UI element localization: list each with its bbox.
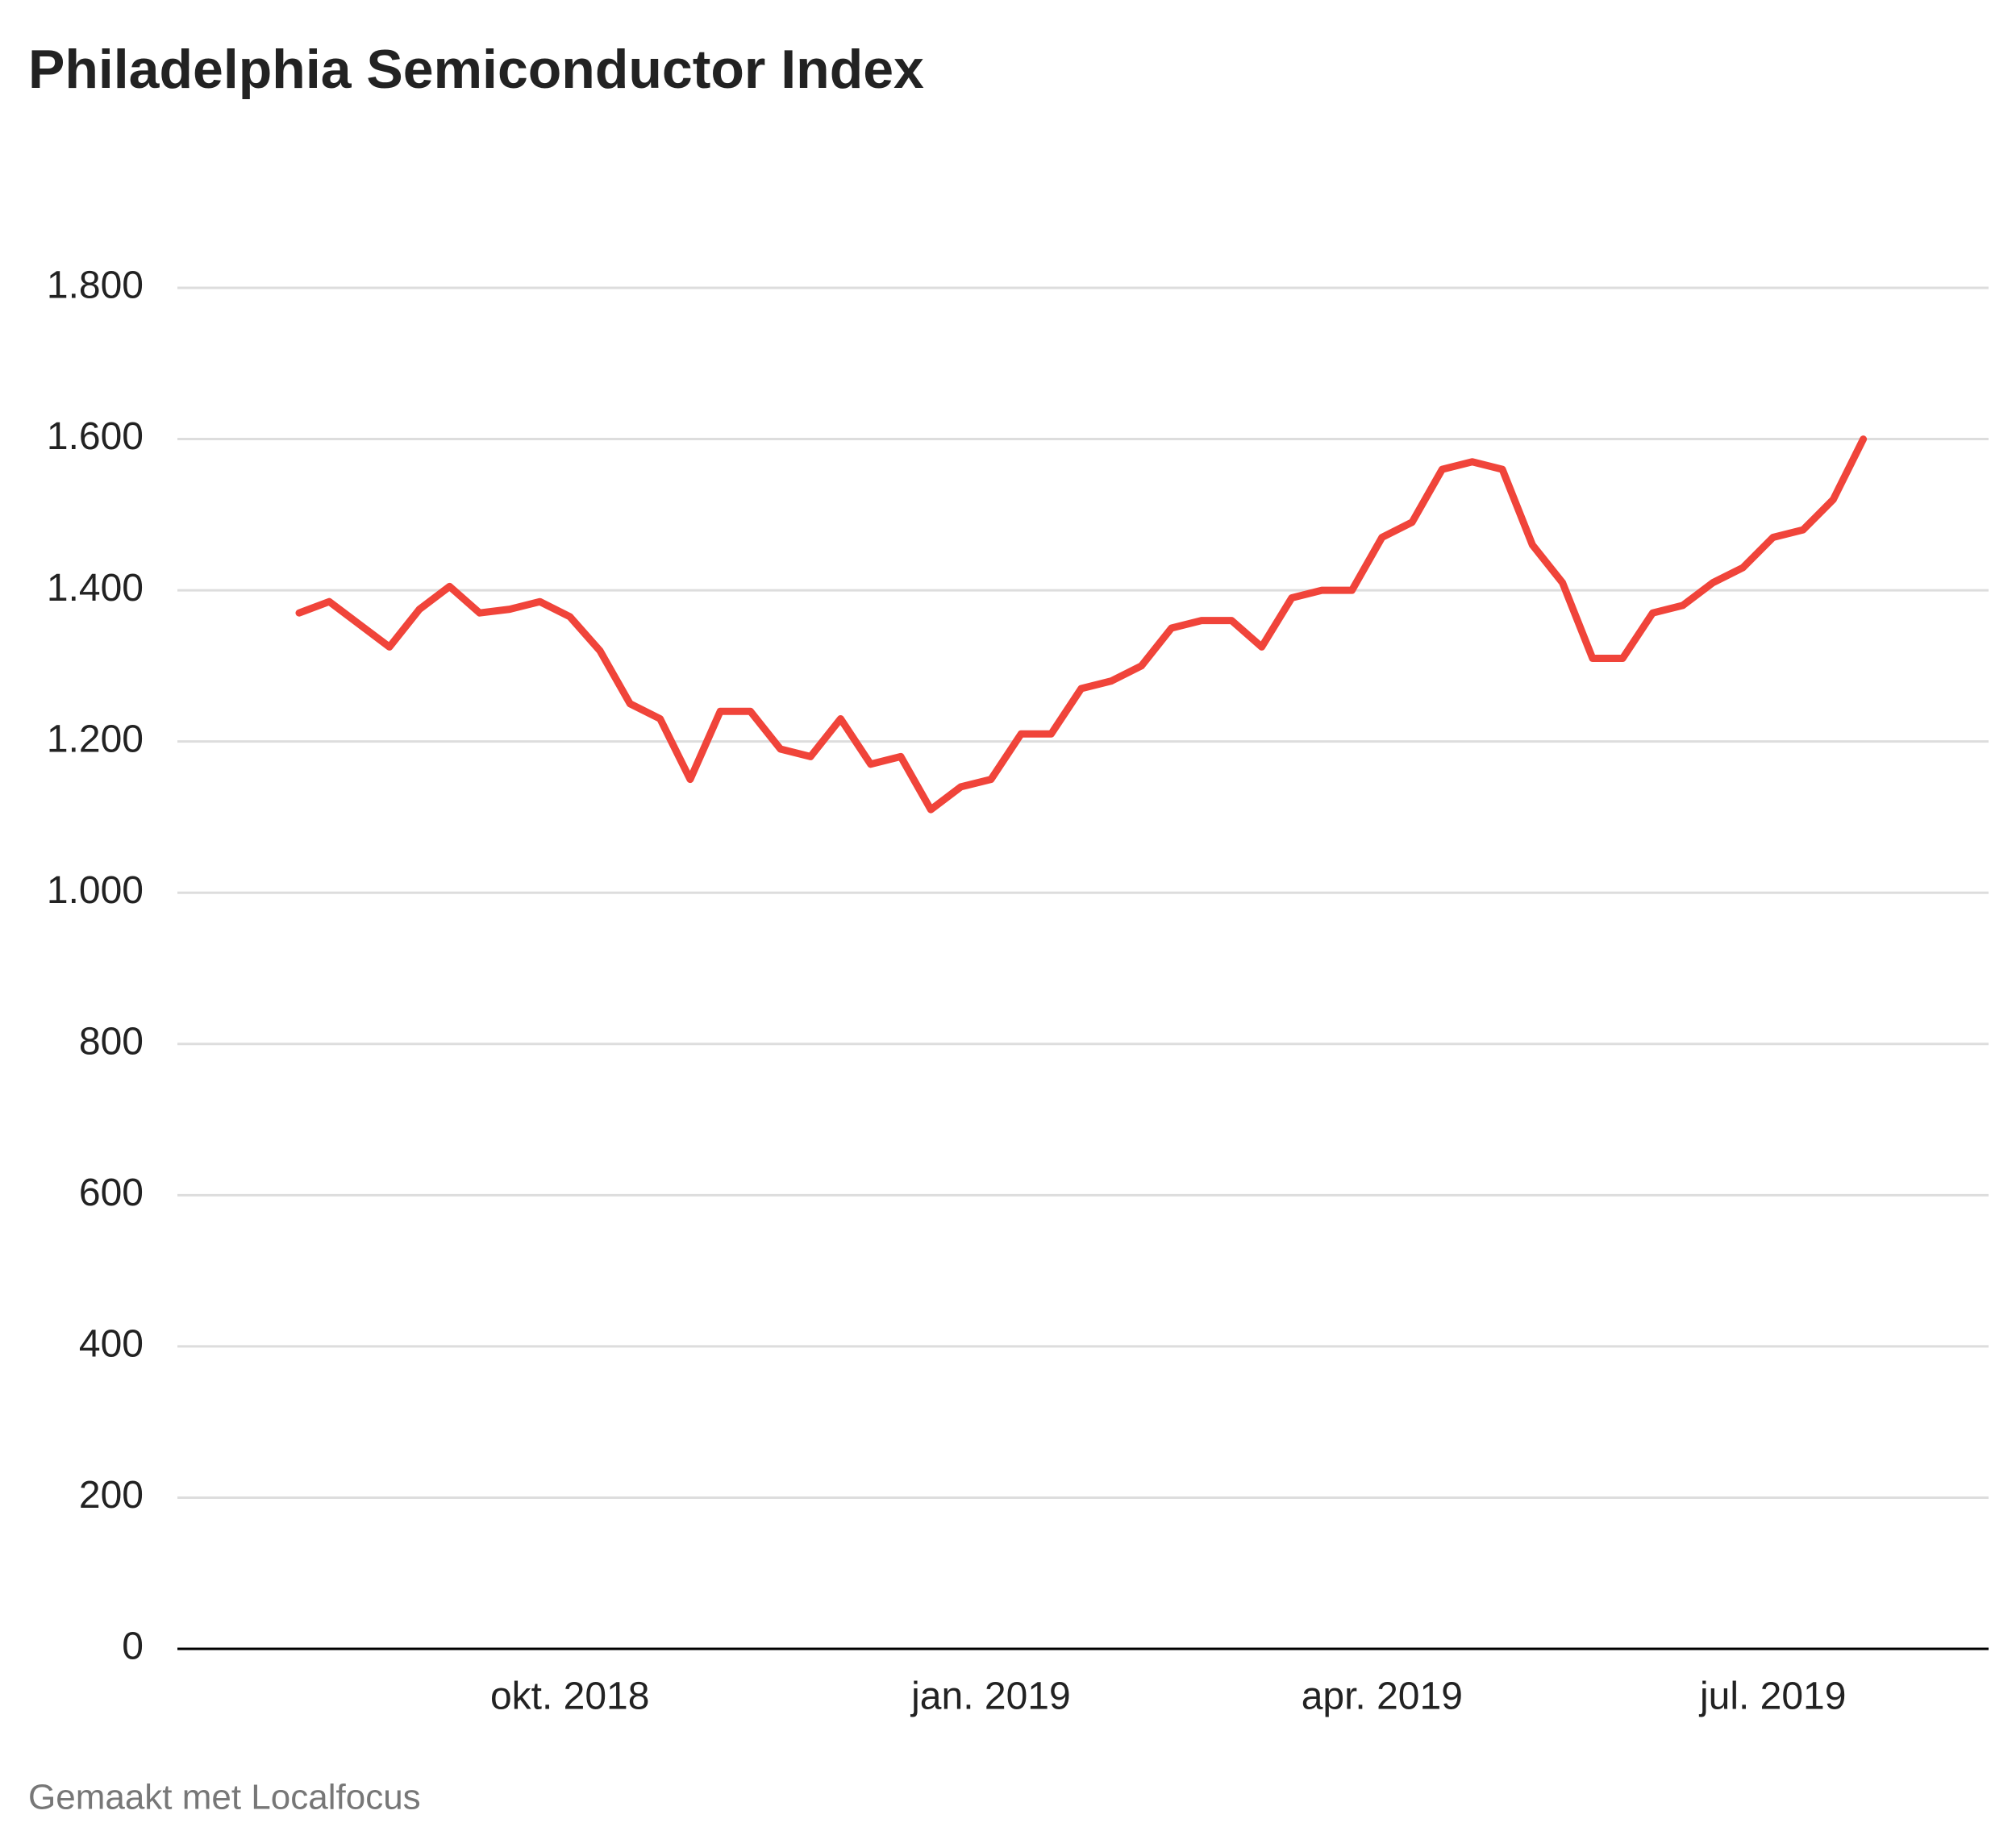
y-tick-label: 800 xyxy=(79,1020,144,1063)
y-tick-label: 200 xyxy=(79,1474,144,1517)
x-tick-label: jul. 2019 xyxy=(1698,1675,1846,1718)
y-tick-label: 1.800 xyxy=(47,264,144,307)
source-note: Gemaakt met Localfocus xyxy=(28,1778,421,1817)
y-tick-label: 600 xyxy=(79,1172,144,1214)
data-line xyxy=(295,435,1868,814)
x-tick-label: apr. 2019 xyxy=(1302,1675,1463,1718)
x-tick-label: okt. 2018 xyxy=(490,1675,649,1718)
chart-title: Philadelphia Semiconductor Index xyxy=(28,39,924,100)
y-tick-label: 1.000 xyxy=(47,869,144,912)
y-tick-label: 1.400 xyxy=(47,567,144,610)
x-tick-label: jan. 2019 xyxy=(910,1675,1071,1718)
y-tick-label: 0 xyxy=(122,1625,144,1668)
y-tick-label: 1.200 xyxy=(47,718,144,760)
y-tick-label: 1.600 xyxy=(47,415,144,458)
y-tick-label: 400 xyxy=(79,1323,144,1366)
